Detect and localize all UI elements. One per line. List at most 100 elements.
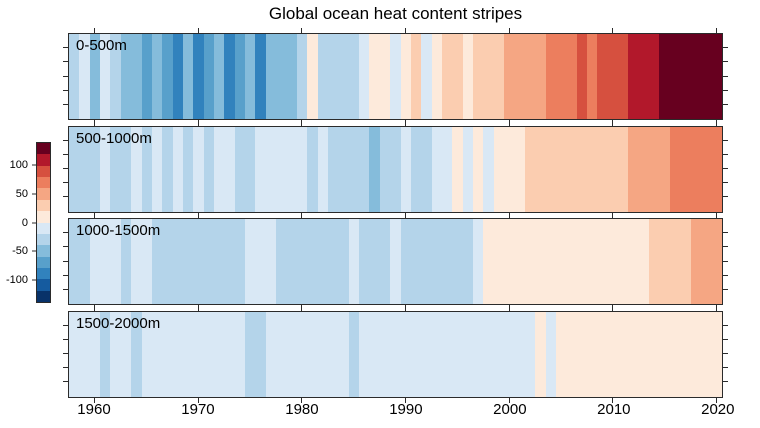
- stripe-2009: [597, 34, 608, 119]
- stripe-2017: [680, 311, 691, 397]
- year-tick-2000: [508, 213, 510, 218]
- stripe-1985: [348, 311, 360, 397]
- minor-tick: [63, 324, 68, 326]
- minor-tick: [723, 103, 728, 105]
- stripe-1962: [110, 219, 121, 304]
- stripe-1964: [131, 126, 142, 212]
- colorbar-segment: [37, 154, 50, 166]
- minor-tick: [723, 47, 728, 49]
- stripe-1972: [214, 311, 225, 397]
- minor-tick: [63, 196, 68, 198]
- stripe-2006: [566, 311, 577, 397]
- year-tick-2010: [612, 213, 614, 218]
- colorbar: 100 50 0 -50 -100: [0, 142, 51, 303]
- stripe-1991: [410, 34, 422, 119]
- stripe-2012: [628, 311, 639, 397]
- stripe-2014: [649, 126, 660, 212]
- colorbar-segment: [37, 245, 50, 257]
- stripe-1969: [182, 126, 194, 212]
- stripe-1982: [317, 126, 328, 212]
- colorbar-segment: [37, 177, 50, 189]
- stripe-1963: [120, 219, 132, 304]
- stripe-2016: [669, 219, 681, 304]
- minor-tick: [723, 153, 728, 155]
- stripe-2011: [618, 219, 629, 304]
- stripe-1961: [100, 219, 111, 304]
- stripe-1988: [379, 311, 391, 397]
- minor-tick: [63, 61, 68, 63]
- stripe-1994: [441, 34, 453, 119]
- stripe-1999: [493, 126, 505, 212]
- stripe-1997: [473, 126, 484, 212]
- stripe-1995: [452, 126, 463, 212]
- stripe-1969: [182, 34, 194, 119]
- stripe-1966: [151, 126, 163, 212]
- stripe-1977: [265, 219, 277, 304]
- stripe-1970: [193, 126, 204, 212]
- stripe-1991: [410, 311, 422, 397]
- year-tick-2000: [508, 397, 510, 403]
- stripe-2006: [566, 34, 577, 119]
- stripe-1959: [79, 219, 90, 304]
- stripe-1978: [276, 126, 287, 212]
- stripe-1988: [379, 34, 391, 119]
- stripe-1967: [162, 34, 173, 119]
- minor-tick: [723, 139, 728, 141]
- year-tick-1970: [197, 28, 199, 33]
- stripe-1986: [359, 126, 370, 212]
- stripe-1992: [421, 126, 432, 212]
- colorbar-segment: [37, 199, 50, 212]
- stripe-1988: [379, 219, 391, 304]
- chart-title: Global ocean heat content stripes: [268, 4, 523, 23]
- stripe-1971: [203, 311, 215, 397]
- stripe-1980: [296, 34, 308, 119]
- stripe-1990: [400, 311, 411, 397]
- stripe-1979: [286, 34, 297, 119]
- stripe-1960: [89, 126, 101, 212]
- stripe-2002: [524, 311, 536, 397]
- minor-tick: [63, 89, 68, 91]
- stripe-1977: [265, 311, 277, 397]
- year-tick-2010: [612, 305, 614, 311]
- stripe-1975: [245, 219, 256, 304]
- stripe-2018: [690, 126, 701, 212]
- stripe-2013: [638, 219, 650, 304]
- stripe-2007: [576, 311, 587, 397]
- stripe-2010: [607, 34, 619, 119]
- stripe-1972: [214, 126, 225, 212]
- stripe-1958: [69, 311, 80, 397]
- year-tick-1980: [301, 305, 303, 311]
- stripe-1979: [286, 311, 297, 397]
- stripe-1967: [162, 311, 173, 397]
- stripe-1960: [89, 311, 101, 397]
- stripe-2020: [711, 219, 722, 304]
- stripe-1984: [338, 34, 349, 119]
- stripe-2002: [524, 34, 536, 119]
- stripe-2019: [700, 219, 712, 304]
- stripe-1993: [431, 311, 442, 397]
- stripe-1974: [234, 311, 246, 397]
- colorbar-segment: [37, 143, 50, 155]
- stripe-2001: [514, 126, 525, 212]
- stripe-1993: [431, 126, 442, 212]
- year-tick-1960: [93, 397, 95, 403]
- stripe-1959: [79, 34, 90, 119]
- stripe-1963: [120, 311, 132, 397]
- stripe-2009: [597, 126, 608, 212]
- stripe-1997: [473, 34, 484, 119]
- stripe-1962: [110, 311, 121, 397]
- stripe-1987: [369, 34, 380, 119]
- stripe-2010: [607, 126, 619, 212]
- stripe-1983: [327, 219, 339, 304]
- stripe-1977: [265, 34, 277, 119]
- stripe-2007: [576, 34, 587, 119]
- year-tick-1970: [197, 213, 199, 218]
- stripe-1996: [462, 219, 474, 304]
- stripe-1979: [286, 126, 297, 212]
- stripe-1997: [473, 311, 484, 397]
- colorbar-tick: [32, 250, 36, 252]
- stripe-2009: [597, 311, 608, 397]
- stripe-1968: [172, 311, 183, 397]
- stripe-2015: [659, 311, 670, 397]
- minor-tick: [63, 260, 68, 262]
